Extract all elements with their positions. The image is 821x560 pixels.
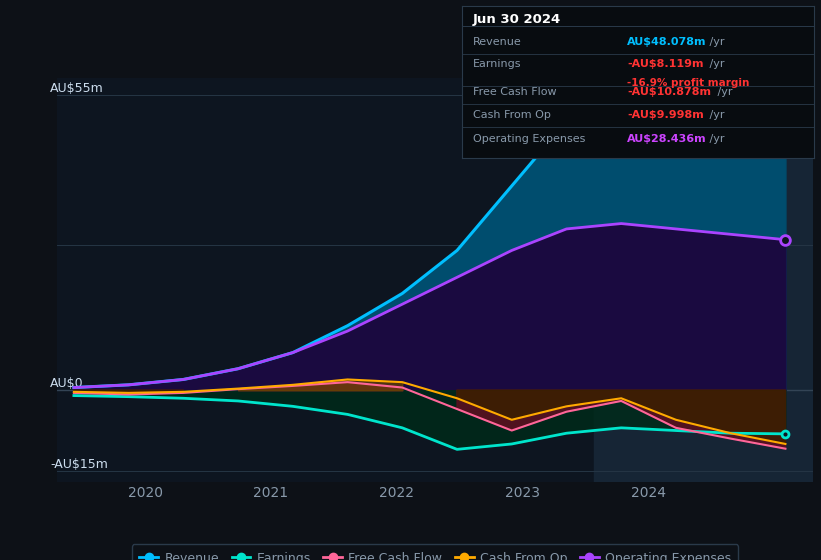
Text: Operating Expenses: Operating Expenses [473, 134, 585, 144]
Text: AU$28.436m: AU$28.436m [627, 134, 707, 144]
Text: -AU$10.878m: -AU$10.878m [627, 87, 711, 97]
Text: /yr: /yr [706, 110, 725, 119]
Text: AU$55m: AU$55m [50, 82, 103, 95]
Text: AU$0: AU$0 [50, 377, 84, 390]
Text: AU$48.078m: AU$48.078m [627, 37, 707, 47]
Text: /yr: /yr [706, 37, 725, 47]
Bar [594, 78, 821, 482]
Text: /yr: /yr [706, 134, 725, 144]
Text: -AU$15m: -AU$15m [50, 458, 108, 471]
Legend: Revenue, Earnings, Free Cash Flow, Cash From Op, Operating Expenses: Revenue, Earnings, Free Cash Flow, Cash … [132, 544, 738, 560]
Text: Free Cash Flow: Free Cash Flow [473, 87, 557, 97]
Text: -AU$9.998m: -AU$9.998m [627, 110, 704, 119]
Text: Earnings: Earnings [473, 59, 521, 69]
Text: Jun 30 2024: Jun 30 2024 [473, 13, 561, 26]
Text: -AU$8.119m: -AU$8.119m [627, 59, 704, 69]
Text: Cash From Op: Cash From Op [473, 110, 551, 119]
Text: /yr: /yr [714, 87, 732, 97]
Text: Revenue: Revenue [473, 37, 521, 47]
Text: -16.9% profit margin: -16.9% profit margin [627, 77, 750, 87]
Text: /yr: /yr [706, 59, 725, 69]
